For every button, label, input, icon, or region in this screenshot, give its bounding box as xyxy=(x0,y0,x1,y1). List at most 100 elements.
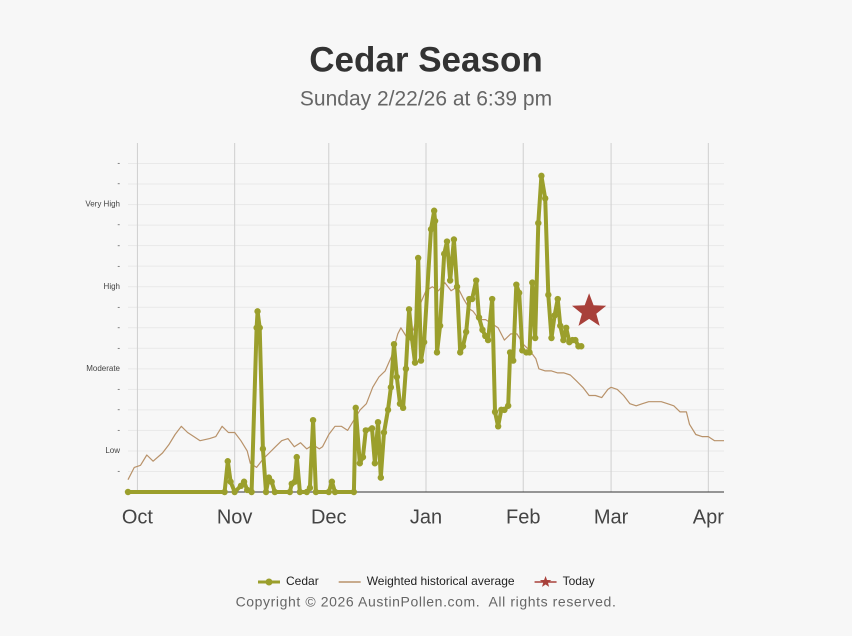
y-tick-label: - xyxy=(117,220,120,229)
y-tick-label: - xyxy=(117,384,120,393)
y-tick-label: - xyxy=(117,241,120,250)
cedar-point xyxy=(271,488,279,496)
cedar-point xyxy=(504,402,512,409)
cedar-point xyxy=(393,373,401,381)
cedar-point xyxy=(231,488,238,496)
series xyxy=(572,293,607,326)
cedar-point xyxy=(256,324,263,331)
cedar-point xyxy=(384,406,392,414)
cedar-point xyxy=(368,425,376,432)
cedar-point xyxy=(262,488,270,496)
series xyxy=(124,172,585,496)
cedar-point xyxy=(259,445,267,453)
cedar-point xyxy=(312,488,320,496)
legend-swatch-marker xyxy=(265,578,273,586)
cedar-point xyxy=(286,488,294,496)
cedar-line xyxy=(128,173,582,494)
cedar-point xyxy=(380,429,388,436)
cedar-point xyxy=(554,295,561,303)
y-tick-label: - xyxy=(117,179,120,188)
cedar-point xyxy=(362,427,369,434)
y-tick-label: - xyxy=(117,467,120,476)
cedar-point xyxy=(309,416,317,424)
cedar-point xyxy=(542,195,549,202)
cedar-point xyxy=(390,340,398,348)
cedar-point xyxy=(501,406,508,414)
cedar-point xyxy=(560,336,567,344)
cedar-point xyxy=(377,474,385,481)
x-tick-label: Nov xyxy=(217,506,253,528)
legend-swatch-marker xyxy=(539,576,552,587)
y-tick-label: - xyxy=(117,159,120,168)
cedar-point xyxy=(475,314,483,321)
cedar-point xyxy=(535,219,542,227)
cedar-point xyxy=(331,488,339,496)
cedar-point xyxy=(468,295,476,303)
cedar-point xyxy=(248,488,255,496)
cedar-point xyxy=(411,359,419,366)
y-tick-label: - xyxy=(117,426,120,435)
cedar-point xyxy=(433,349,441,356)
legend: Cedar Weighted historical average Today xyxy=(258,574,595,588)
cedar-point xyxy=(374,419,382,426)
cedar-point xyxy=(124,488,132,496)
cedar-point xyxy=(414,254,422,262)
cedar-point xyxy=(399,404,407,412)
cedar-point xyxy=(515,289,523,297)
y-tick-label: Very High xyxy=(85,200,120,209)
cedar-point xyxy=(227,478,234,485)
cedar-point xyxy=(359,453,367,461)
cedar-point xyxy=(440,250,448,258)
legend-label: Weighted historical average xyxy=(367,574,515,588)
cedar-point xyxy=(494,423,502,430)
cedar-point xyxy=(328,478,336,485)
y-tick-label: - xyxy=(117,302,120,311)
copyright: Copyright © 2026 AustinPollen.com. All r… xyxy=(236,594,617,610)
cedar-point xyxy=(325,488,332,496)
cedar-point xyxy=(510,357,517,364)
y-tick-label: - xyxy=(117,343,120,352)
chart-subtitle: Sunday 2/22/26 at 6:39 pm xyxy=(300,88,552,111)
cedar-point xyxy=(408,334,416,342)
cedar-point xyxy=(436,322,444,329)
cedar-point xyxy=(371,460,379,467)
y-tick-label: High xyxy=(104,282,120,291)
chart-title: Cedar Season xyxy=(309,40,542,79)
cedar-point xyxy=(545,291,552,299)
cedar-point xyxy=(254,308,261,315)
cedar-point xyxy=(513,281,520,288)
cedar-point xyxy=(420,338,428,346)
cedar-point xyxy=(488,295,496,303)
legend-label: Today xyxy=(563,574,595,588)
cedar-point xyxy=(293,453,300,461)
cedar-point xyxy=(402,365,410,373)
x-tick-label: Oct xyxy=(122,506,154,528)
cedar-point xyxy=(462,328,470,336)
cedar-point xyxy=(578,343,585,350)
cedar-point xyxy=(387,384,395,391)
cedar-point xyxy=(291,478,299,485)
cedar-point xyxy=(453,283,461,290)
cedar-point xyxy=(405,306,413,313)
cedar-point xyxy=(479,326,486,334)
cedar-point xyxy=(456,349,464,356)
cedar-point xyxy=(224,458,231,465)
cedar-point xyxy=(563,324,570,331)
cedar-point xyxy=(427,226,435,233)
cedar-point xyxy=(459,343,467,350)
cedar-point xyxy=(572,336,579,344)
cedar-point xyxy=(417,357,425,364)
cedar-point xyxy=(350,488,358,496)
cedar-point xyxy=(491,408,499,416)
cedar-point xyxy=(356,460,364,467)
cedar-point xyxy=(548,334,555,342)
x-tick-label: Feb xyxy=(506,506,540,528)
cedar-point xyxy=(450,236,458,243)
x-tick-label: Mar xyxy=(594,506,629,528)
y-tick-label: - xyxy=(117,261,120,270)
cedar-point xyxy=(240,478,248,485)
today-marker xyxy=(572,293,607,326)
cedar-point xyxy=(526,349,533,356)
y-tick-label: Moderate xyxy=(86,364,120,373)
cedar-point xyxy=(529,279,536,286)
